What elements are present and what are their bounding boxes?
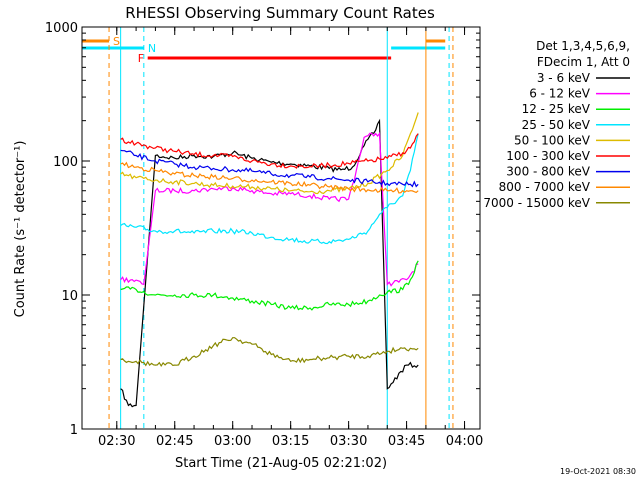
flag-label-f: F	[138, 52, 144, 65]
flag-label-n: N	[148, 42, 156, 55]
x-tick-label: 02:30	[98, 434, 135, 449]
x-axis-label: Start Time (21-Aug-05 02:21:02)	[175, 456, 387, 471]
plot-frame	[81, 26, 481, 430]
series-line	[120, 133, 419, 245]
axes: 1 10 100 1000 02:30 02:45 03:00 03:15 03:30 03:45…	[45, 21, 483, 449]
legend-entry-label: 12 - 25 keV	[522, 102, 591, 116]
plot-area	[120, 112, 419, 408]
series-line	[120, 112, 419, 195]
x-tick-label: 03:30	[330, 434, 367, 449]
legend-header-line-2: FDecim 1, Att 0	[537, 55, 630, 69]
flag-bars: S NF	[82, 35, 446, 65]
x-tick-label: 04:00	[446, 434, 483, 449]
y-tick-label: 100	[53, 155, 78, 170]
x-tick-label: 03:00	[214, 434, 251, 449]
chart-title: RHESSI Observing Summary Count Rates	[125, 4, 435, 22]
series-line	[120, 260, 419, 311]
x-tick-label: 02:45	[156, 434, 193, 449]
series-line	[120, 118, 419, 408]
series-line	[120, 337, 419, 368]
series-line	[120, 133, 419, 169]
y-tick-label: 1	[70, 423, 78, 438]
legend-entry-label: 6 - 12 keV	[529, 87, 591, 101]
timestamp: 19-Oct-2021 08:30	[560, 467, 636, 476]
legend-entry-label: 800 - 7000 keV	[499, 180, 591, 194]
legend-header-line-1: Det 1,3,4,5,6,9,	[536, 39, 630, 53]
legend-entry-label: 3 - 6 keV	[537, 71, 591, 85]
x-tick-label: 03:45	[388, 434, 425, 449]
series-line	[120, 161, 419, 194]
series-line	[120, 131, 419, 287]
x-tick-label: 03:15	[272, 434, 309, 449]
series-line	[120, 149, 419, 188]
flag-label-s: S	[113, 35, 120, 48]
y-tick-label: 1000	[45, 21, 78, 36]
legend-entry-label: 7000 - 15000 keV	[483, 196, 590, 210]
legend-entry-label: 300 - 800 keV	[506, 165, 590, 179]
legend: Det 1,3,4,5,6,9, FDecim 1, Att 0 3 - 6 k…	[483, 39, 630, 210]
legend-entry-label: 50 - 100 keV	[514, 133, 591, 147]
y-axis-label: Count Rate (s⁻¹ detector⁻¹)	[13, 141, 28, 318]
legend-entry-label: 25 - 50 keV	[522, 118, 591, 132]
vertical-markers	[108, 27, 454, 429]
legend-entry-label: 100 - 300 keV	[506, 149, 590, 163]
y-tick-label: 10	[61, 289, 78, 304]
